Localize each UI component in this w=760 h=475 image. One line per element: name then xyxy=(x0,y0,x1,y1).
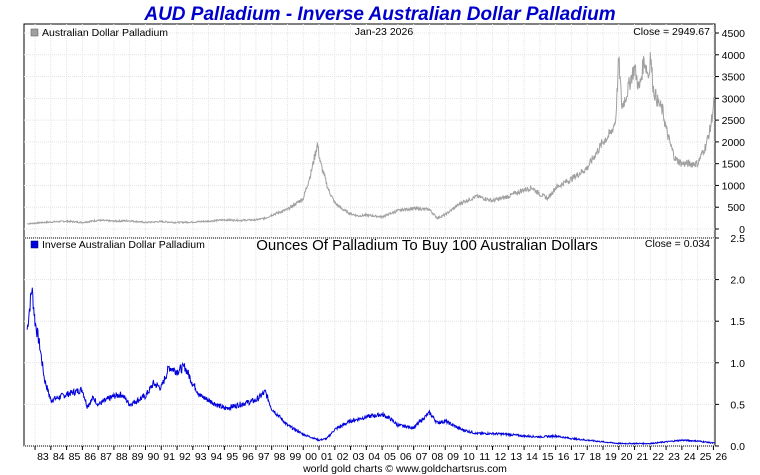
x-tick-label: 08 xyxy=(431,451,443,463)
x-tick-label: 13 xyxy=(510,451,522,463)
x-tick-label: 21 xyxy=(637,451,649,463)
x-tick-label: 24 xyxy=(684,451,696,463)
x-tick-label: 86 xyxy=(84,451,96,463)
x-tick-label: 99 xyxy=(290,451,302,463)
y-tick-label: 500 xyxy=(727,202,745,214)
x-tick-label: 16 xyxy=(558,451,570,463)
y-tick-label: 2000 xyxy=(722,137,746,149)
x-tick-label: 93 xyxy=(195,451,207,463)
bottom-close-value: Close = 0.034 xyxy=(645,238,710,250)
legend-inverse-aud-palladium: Inverse Australian Dollar Palladium xyxy=(42,239,205,251)
x-tick-label: 94 xyxy=(211,451,223,463)
x-tick-label: 01 xyxy=(321,451,333,463)
x-tick-label: 17 xyxy=(573,451,585,463)
inverse-aud-palladium-line xyxy=(26,287,715,446)
y-tick-label: 2500 xyxy=(722,115,746,127)
y-tick-label: 1000 xyxy=(722,180,746,192)
x-tick-label: 85 xyxy=(69,451,81,463)
x-tick-label: 14 xyxy=(526,451,538,463)
x-tick-label: 92 xyxy=(179,451,191,463)
y-tick-label: 2.0 xyxy=(730,275,745,287)
y-tick-label: 1500 xyxy=(722,159,746,171)
x-tick-label: 98 xyxy=(274,451,286,463)
y-tick-label: 2.5 xyxy=(730,233,745,245)
x-tick-label: 15 xyxy=(542,451,554,463)
chart-date: Jan-23 2026 xyxy=(355,26,414,38)
bottom-grid xyxy=(24,237,715,447)
x-tick-label: 97 xyxy=(258,451,270,463)
y-tick-label: 3000 xyxy=(722,93,746,105)
x-tick-label: 19 xyxy=(605,451,617,463)
bottom-subtitle: Ounces Of Palladium To Buy 100 Australia… xyxy=(256,237,598,254)
x-tick-label: 12 xyxy=(495,451,507,463)
x-tick-label: 87 xyxy=(100,451,112,463)
x-tick-label: 84 xyxy=(53,451,65,463)
x-axis: 83 84 85 86 87 88 89 90 91 92 93 94 95 96 97 98 99 00 01 02… xyxy=(34,446,727,463)
top-grid xyxy=(24,24,715,238)
x-tick-label: 09 xyxy=(447,451,459,463)
x-tick-label: 23 xyxy=(668,451,680,463)
x-tick-label: 03 xyxy=(353,451,365,463)
y-tick-label: 4000 xyxy=(722,50,746,62)
x-tick-label: 05 xyxy=(384,451,396,463)
top-close-value: Close = 2949.67 xyxy=(633,26,710,38)
y-tick-label: 3500 xyxy=(722,72,746,84)
top-panel: 0 500 1000 1500 2000 2500 3000 3500 4000 4500 Aus… xyxy=(23,23,745,239)
y-tick-label: 1.0 xyxy=(730,358,745,370)
x-tick-label: 02 xyxy=(337,451,349,463)
bottom-panel: 0.0 0.5 1.0 1.5 2.0 2.5 Inverse Australian Do… xyxy=(23,233,745,453)
x-tick-label: 04 xyxy=(368,451,380,463)
x-tick-label: 10 xyxy=(463,451,475,463)
x-tick-label: 25 xyxy=(700,451,712,463)
y-tick-label: 0.0 xyxy=(730,441,745,453)
x-tick-label: 89 xyxy=(132,451,144,463)
x-tick-label: 91 xyxy=(163,451,175,463)
x-tick-label: 20 xyxy=(621,451,633,463)
legend-swatch-aud-palladium xyxy=(30,28,39,37)
legend-aud-palladium: Australian Dollar Palladium xyxy=(42,27,168,39)
x-tick-label: 83 xyxy=(37,451,49,463)
x-tick-label: 07 xyxy=(416,451,428,463)
x-tick-label: 06 xyxy=(400,451,412,463)
x-tick-label: 88 xyxy=(116,451,128,463)
y-tick-label: 4500 xyxy=(722,28,746,40)
top-y-axis: 0 500 1000 1500 2000 2500 3000 3500 4000 4500 xyxy=(715,28,745,236)
x-tick-label: 95 xyxy=(226,451,238,463)
x-tick-label: 11 xyxy=(479,451,490,463)
chart-title: AUD Palladium - Inverse Australian Dolla… xyxy=(143,4,615,25)
footer-credit: world gold charts © www.goldchartsrus.co… xyxy=(302,463,507,475)
y-tick-label: 0.5 xyxy=(730,399,745,411)
x-tick-label: 18 xyxy=(589,451,601,463)
y-tick-label: 0 xyxy=(739,224,745,236)
aud-palladium-line xyxy=(27,52,715,226)
x-tick-label: 00 xyxy=(305,451,317,463)
x-tick-label: 26 xyxy=(715,451,727,463)
bottom-y-axis: 0.0 0.5 1.0 1.5 2.0 2.5 xyxy=(715,233,745,453)
y-tick-label: 1.5 xyxy=(730,316,745,328)
x-tick-label: 22 xyxy=(652,451,664,463)
legend-swatch-inverse xyxy=(30,240,39,249)
x-tick-label: 90 xyxy=(148,451,160,463)
bottom-panel-frame xyxy=(23,237,716,447)
x-tick-label: 96 xyxy=(242,451,254,463)
